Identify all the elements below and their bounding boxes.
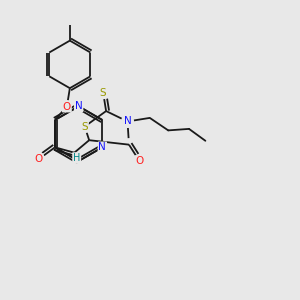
Text: N: N xyxy=(98,142,106,152)
Text: O: O xyxy=(34,154,43,164)
Text: S: S xyxy=(81,122,88,131)
Text: N: N xyxy=(75,101,83,111)
Text: N: N xyxy=(124,116,131,127)
Text: O: O xyxy=(63,102,71,112)
Text: S: S xyxy=(100,88,106,98)
Text: O: O xyxy=(135,156,143,166)
Text: H: H xyxy=(73,153,80,163)
